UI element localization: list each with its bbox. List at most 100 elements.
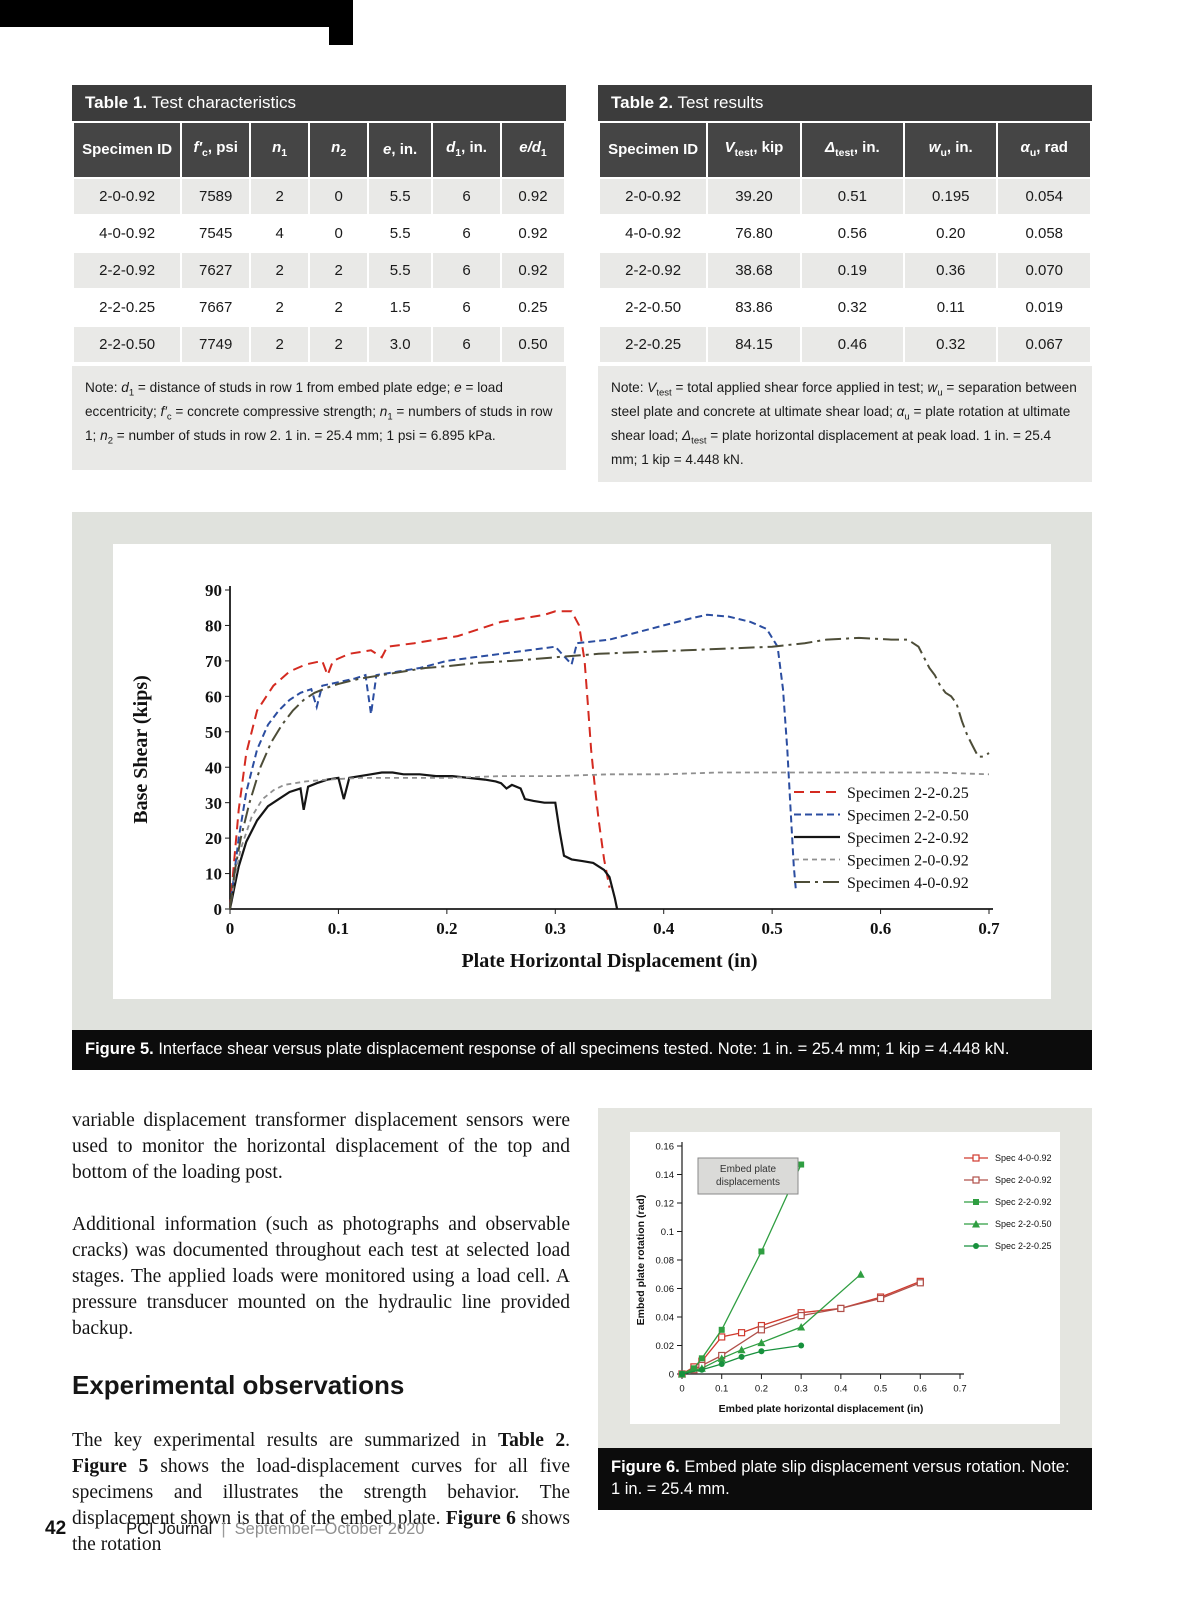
table-cell: 38.68 bbox=[706, 251, 802, 290]
table-cell: 4-0-0.92 bbox=[597, 214, 709, 253]
table1: Specimen ID f′c, psi n1 n2 e, in. d1, in. e/d1… bbox=[71, 121, 566, 364]
svg-text:0.12: 0.12 bbox=[656, 1199, 675, 1210]
column-header: n2 bbox=[308, 121, 370, 179]
svg-text:0.5: 0.5 bbox=[874, 1384, 887, 1395]
svg-text:0.14: 0.14 bbox=[656, 1170, 675, 1181]
figure5-caption: Figure 5. Interface shear versus plate d… bbox=[72, 1030, 1092, 1071]
footer-separator: | bbox=[221, 1520, 226, 1538]
annotation-text: displacements bbox=[716, 1177, 780, 1188]
body-text-column: variable displacement transformer displa… bbox=[72, 1108, 570, 1584]
table-cell: 0.019 bbox=[996, 288, 1092, 327]
figure6-area: 0 0.1 0.2 0.3 0.4 0.5 0.6 0.7 0 0.02 0.04 0.06 0.08 0… bbox=[598, 1108, 1092, 1449]
series-line bbox=[681, 1345, 802, 1375]
svg-text:80: 80 bbox=[205, 616, 222, 635]
series-line bbox=[229, 613, 797, 910]
table2-header-row: Specimen ID Vtest, kip Δtest, in. wu, in. αu… bbox=[597, 121, 1092, 179]
table-cell: 0.92 bbox=[500, 214, 566, 253]
table-cell: 2-2-0.92 bbox=[597, 251, 709, 290]
table-cell: 2-2-0.25 bbox=[71, 288, 183, 327]
table-cell: 2-2-0.92 bbox=[71, 251, 183, 290]
table2-title-label: Table 2. bbox=[611, 93, 674, 112]
table-cell: 7545 bbox=[180, 214, 252, 253]
figure5-area: 0 0.1 0.2 0.3 0.4 0.5 0.6 0.7 0 10 20 30 40 50 60 70 80 9… bbox=[72, 512, 1092, 1031]
table-cell: 7589 bbox=[180, 177, 252, 216]
svg-text:Base Shear (kips): Base Shear (kips) bbox=[130, 675, 152, 824]
table-cell: 3.0 bbox=[367, 325, 434, 364]
table1-test-characteristics: Table 1. Test characteristics Specimen I… bbox=[71, 85, 566, 482]
figure6-chart-panel: 0 0.1 0.2 0.3 0.4 0.5 0.6 0.7 0 0.02 0.04 0.06 0.08 0… bbox=[630, 1132, 1060, 1425]
table-cell: 7627 bbox=[180, 251, 252, 290]
svg-text:20: 20 bbox=[205, 829, 222, 848]
table-cell: 2-0-0.92 bbox=[597, 177, 709, 216]
table-cell: 0.058 bbox=[996, 214, 1092, 253]
legend-label: Specimen 2-2-0.50 bbox=[847, 807, 969, 824]
fig5-chart-content: 0 0.1 0.2 0.3 0.4 0.5 0.6 0.7 0 10 20 30 40 50 60 70 80 9… bbox=[130, 581, 1000, 972]
section-heading-experimental-observations: Experimental observations bbox=[72, 1369, 405, 1400]
table-cell: 0.067 bbox=[996, 325, 1092, 364]
table-cell: 5.5 bbox=[367, 177, 434, 216]
svg-text:0.1: 0.1 bbox=[661, 1227, 674, 1238]
table-cell: 4 bbox=[249, 214, 311, 253]
table-cell: 0.070 bbox=[996, 251, 1092, 290]
table-cell: 0.20 bbox=[903, 214, 999, 253]
table-cell: 2 bbox=[308, 288, 370, 327]
column-header: Specimen ID bbox=[597, 121, 709, 179]
table-cell: 0.054 bbox=[996, 177, 1092, 216]
svg-text:0.3: 0.3 bbox=[545, 919, 566, 938]
table-cell: 0 bbox=[308, 177, 370, 216]
figure5-chart-panel: 0 0.1 0.2 0.3 0.4 0.5 0.6 0.7 0 10 20 30 40 50 60 70 80 9… bbox=[113, 543, 1051, 999]
header-bar-tab bbox=[329, 0, 353, 45]
table-cell: 84.15 bbox=[706, 325, 802, 364]
table1-note: Note: d1 = distance of studs in row 1 fr… bbox=[72, 366, 566, 470]
table-row: 2-0-0.92 39.20 0.51 0.195 0.054 bbox=[597, 177, 1092, 216]
figure6: 0 0.1 0.2 0.3 0.4 0.5 0.6 0.7 0 0.02 0.04 0.06 0.08 0… bbox=[598, 1108, 1092, 1510]
table-cell: 0.50 bbox=[500, 325, 566, 364]
table-cell: 2-2-0.25 bbox=[597, 325, 709, 364]
svg-text:90: 90 bbox=[205, 581, 222, 600]
column-header: Δtest, in. bbox=[799, 121, 906, 179]
table2-note: Note: Vtest = total applied shear force … bbox=[598, 366, 1092, 483]
svg-text:30: 30 bbox=[205, 794, 222, 813]
table-cell: 6 bbox=[431, 177, 502, 216]
table-cell: 0.92 bbox=[500, 177, 566, 216]
table-cell: 76.80 bbox=[706, 214, 802, 253]
tables-row: Table 1. Test characteristics Specimen I… bbox=[71, 85, 1092, 483]
table-row: 2-2-0.50 7749 2 2 3.0 6 0.50 bbox=[71, 325, 566, 364]
svg-text:0: 0 bbox=[226, 919, 235, 938]
svg-text:0.5: 0.5 bbox=[762, 919, 783, 938]
table-cell: 2 bbox=[249, 288, 311, 327]
table-cell: 2 bbox=[308, 325, 370, 364]
svg-text:0: 0 bbox=[679, 1384, 684, 1395]
table-row: 2-2-0.92 38.68 0.19 0.36 0.070 bbox=[597, 251, 1092, 290]
issue-date: September–October 2020 bbox=[234, 1520, 425, 1538]
svg-text:Embed plate rotation (rad): Embed plate rotation (rad) bbox=[635, 1195, 647, 1326]
figure6-caption-text: Embed plate slip displacement versus rot… bbox=[611, 1458, 1070, 1498]
table-cell: 5.5 bbox=[367, 214, 434, 253]
svg-text:Plate Horizontal Displacement: Plate Horizontal Displacement (in) bbox=[461, 950, 757, 972]
column-header: n1 bbox=[249, 121, 311, 179]
table2-title-text: Test results bbox=[673, 93, 764, 112]
series-line bbox=[681, 1273, 862, 1375]
legend-label: Specimen 2-0-0.92 bbox=[847, 852, 969, 869]
figure5: 0 0.1 0.2 0.3 0.4 0.5 0.6 0.7 0 10 20 30 40 50 60 70 80 9… bbox=[72, 512, 1092, 1071]
table-cell: 2 bbox=[249, 177, 311, 216]
page-number: 42 bbox=[45, 1518, 67, 1539]
svg-text:0.7: 0.7 bbox=[978, 919, 1000, 938]
svg-text:0.1: 0.1 bbox=[715, 1384, 728, 1395]
legend-label: Specimen 4-0-0.92 bbox=[847, 875, 969, 892]
legend-label: Specimen 2-2-0.25 bbox=[847, 785, 969, 802]
svg-text:10: 10 bbox=[205, 865, 222, 884]
svg-text:0.7: 0.7 bbox=[953, 1384, 966, 1395]
figure5-chart: 0 0.1 0.2 0.3 0.4 0.5 0.6 0.7 0 10 20 30 40 50 60 70 80 9… bbox=[130, 581, 1000, 972]
body-paragraph-3: The key experimental results are summari… bbox=[72, 1430, 570, 1555]
table-cell: 0.195 bbox=[903, 177, 999, 216]
annotation-text: Embed plate bbox=[720, 1164, 777, 1175]
svg-text:0.16: 0.16 bbox=[656, 1142, 675, 1153]
annotation-box bbox=[697, 1157, 799, 1195]
page-content: Table 1. Test characteristics Specimen I… bbox=[71, 85, 1092, 1584]
table-cell: 0 bbox=[308, 214, 370, 253]
svg-text:0.08: 0.08 bbox=[656, 1256, 675, 1267]
column-header: d1, in. bbox=[431, 121, 502, 179]
svg-text:0.4: 0.4 bbox=[653, 919, 675, 938]
svg-text:0.6: 0.6 bbox=[870, 919, 891, 938]
